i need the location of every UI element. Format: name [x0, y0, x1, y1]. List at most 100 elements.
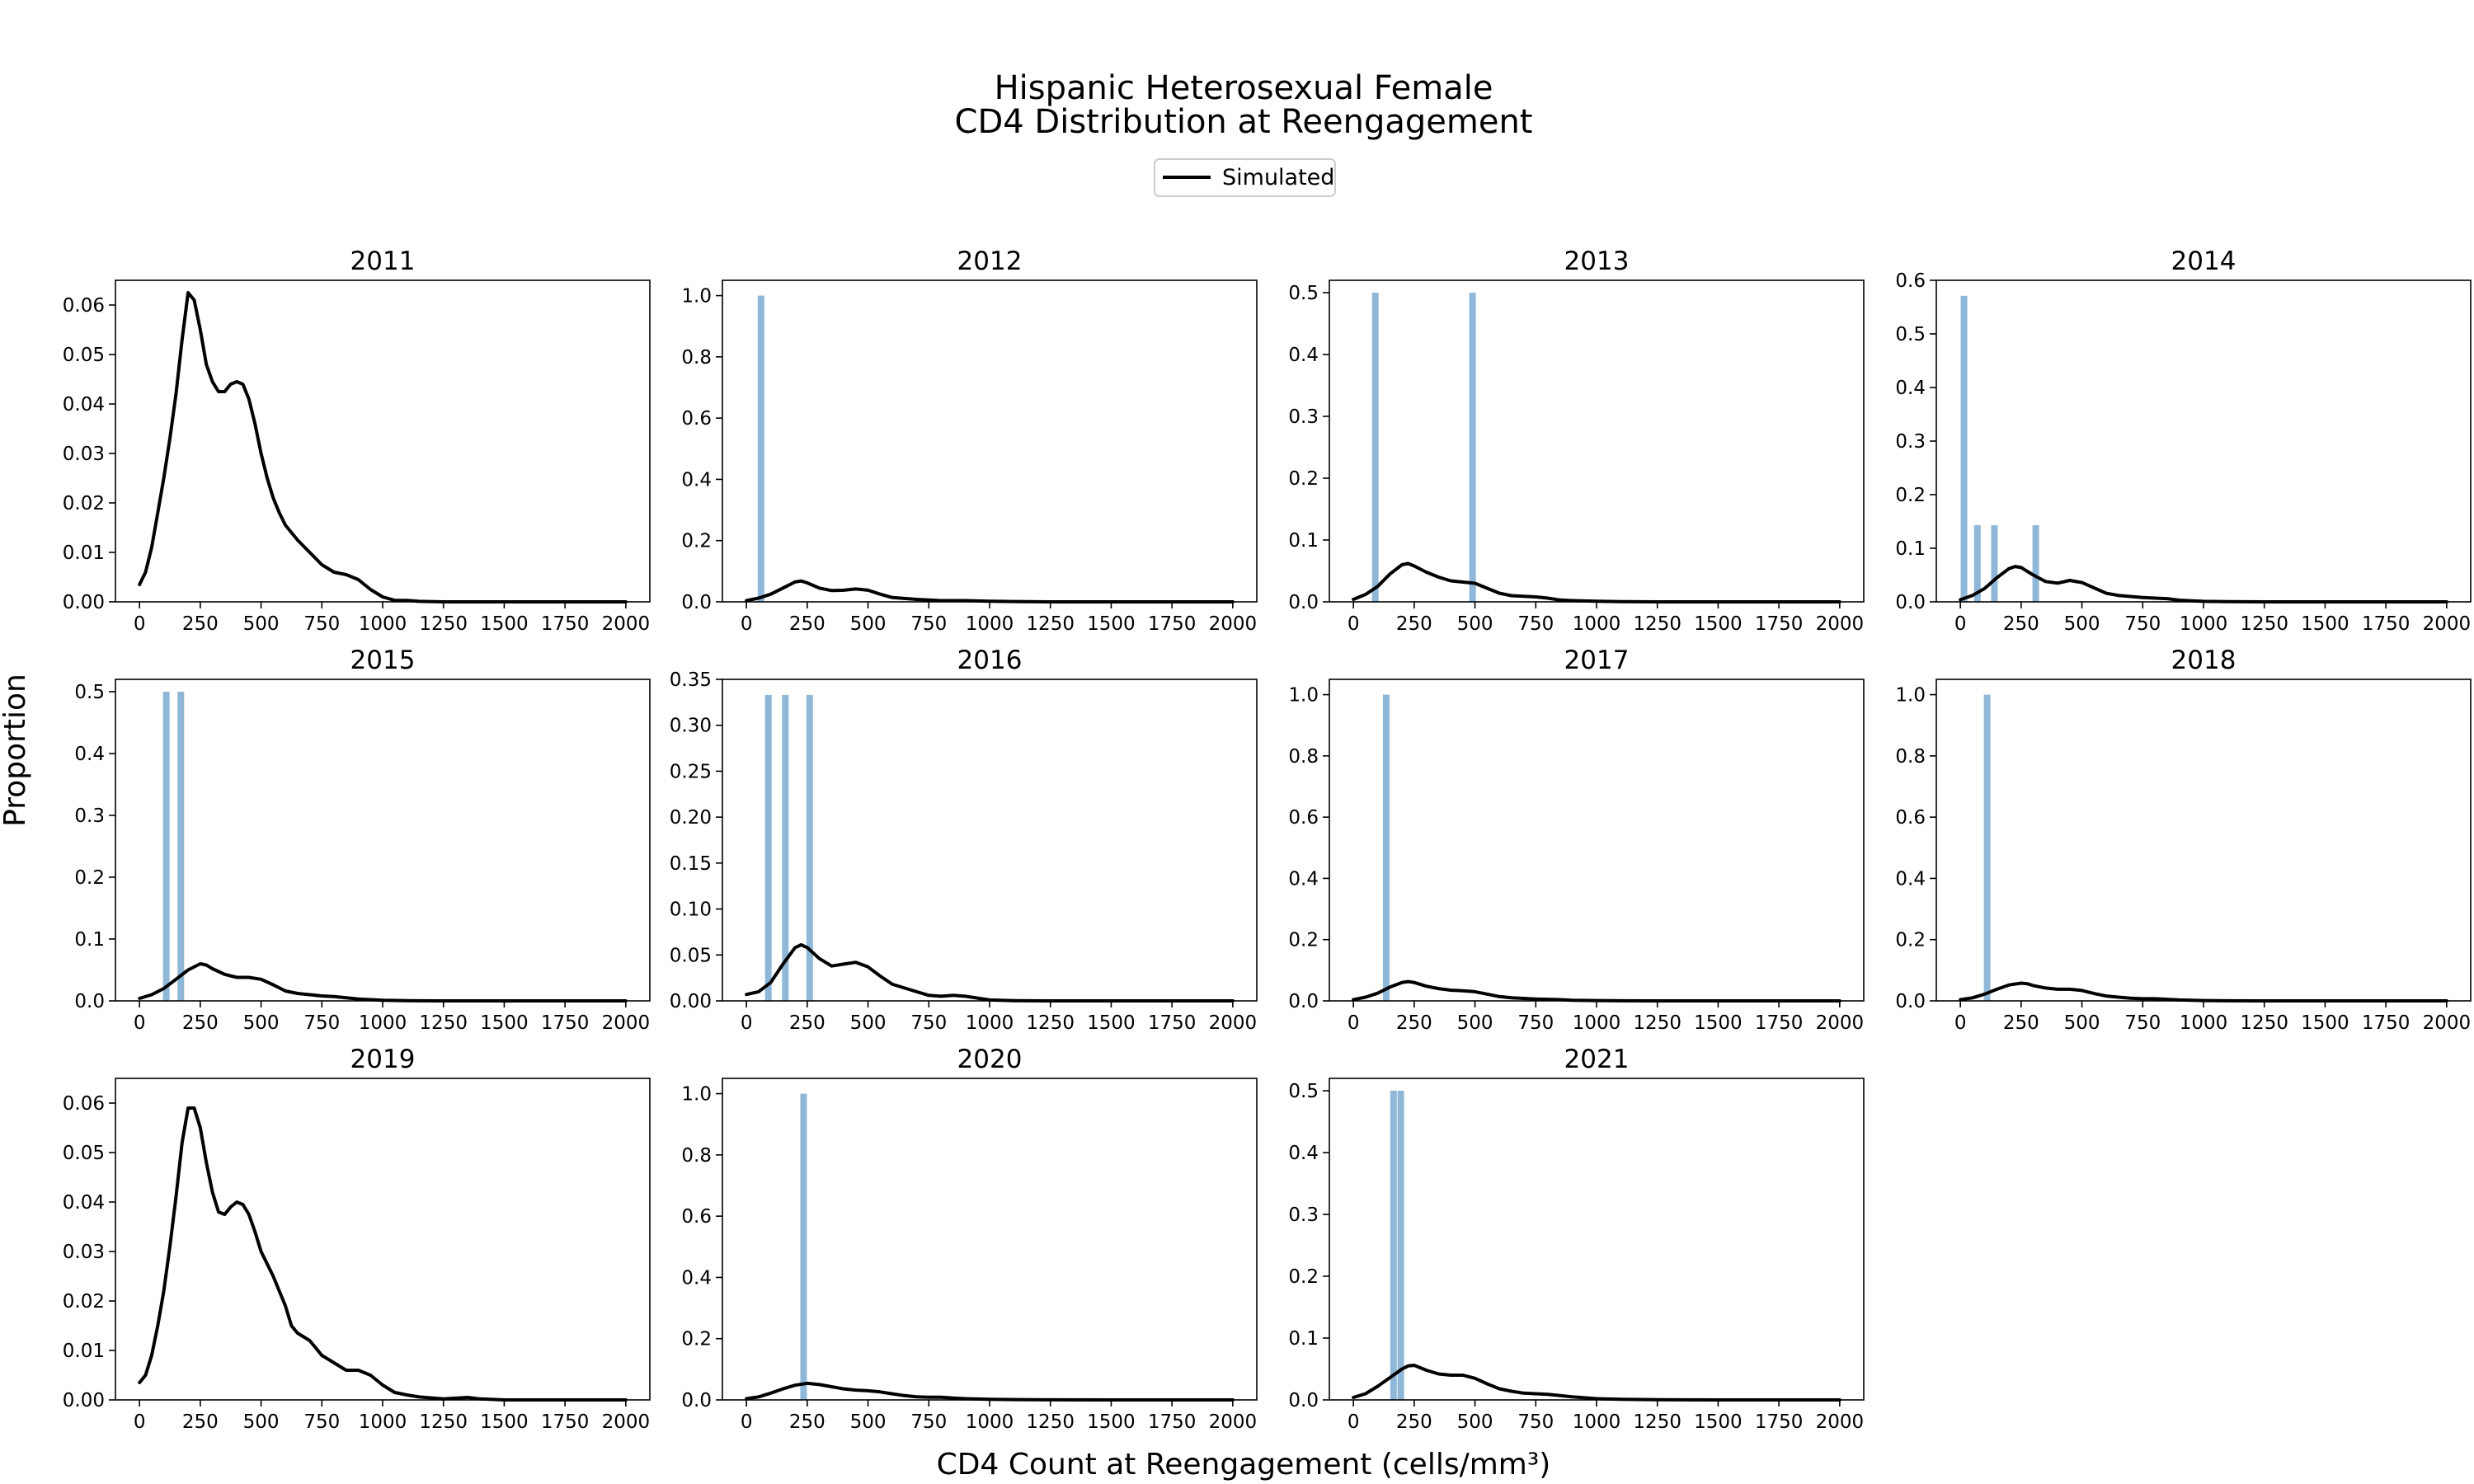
panel-title: 2011	[350, 247, 416, 276]
y-tick-label: 0.2	[1895, 485, 1926, 506]
y-tick-label: 0.06	[63, 1093, 105, 1115]
x-tick-label: 250	[2003, 613, 2039, 635]
y-tick-label: 0.4	[1288, 868, 1319, 890]
panel-title: 2018	[2171, 646, 2236, 675]
x-tick-label: 1750	[1148, 1012, 1197, 1034]
observed-bar	[1371, 293, 1379, 602]
x-tick-label: 0	[741, 1411, 753, 1433]
y-tick-label: 0.01	[63, 1341, 105, 1362]
x-tick-label: 1250	[1026, 613, 1075, 635]
x-tick-label: 0	[1954, 613, 1967, 635]
x-tick-label: 750	[303, 1012, 340, 1034]
x-tick-label: 250	[182, 1012, 219, 1034]
y-tick-label: 0.0	[74, 991, 105, 1012]
observed-bar	[1397, 1091, 1404, 1400]
x-tick-label: 1500	[1087, 1012, 1136, 1034]
y-tick-label: 0.02	[63, 1291, 105, 1313]
x-tick-label: 2000	[1209, 1012, 1258, 1034]
y-tick-label: 0.8	[681, 347, 712, 369]
x-tick-label: 1500	[480, 613, 529, 635]
x-tick-label: 1000	[2180, 613, 2228, 635]
x-tick-label: 2000	[2423, 613, 2472, 635]
y-tick-label: 0.10	[670, 899, 712, 921]
x-tick-label: 2000	[1816, 1411, 1865, 1433]
observed-bar	[757, 295, 764, 602]
x-tick-label: 0	[134, 1012, 146, 1034]
y-tick-label: 0.1	[1288, 530, 1319, 552]
x-tick-label: 1250	[2240, 613, 2288, 635]
simulated-line	[138, 1106, 628, 1402]
x-tick-label: 1750	[1148, 1411, 1197, 1433]
x-tick-label: 250	[1396, 1012, 1432, 1034]
observed-bar	[162, 692, 170, 1001]
y-tick-label: 0.4	[1895, 868, 1926, 890]
y-tick-label: 0.05	[63, 345, 105, 366]
y-tick-label: 0.8	[681, 1145, 712, 1167]
simulated-line	[1352, 1364, 1841, 1402]
x-tick-label: 250	[182, 613, 219, 635]
observed-bar	[1390, 1091, 1397, 1400]
x-tick-label: 1000	[966, 1411, 1014, 1433]
x-tick-label: 1000	[359, 1012, 407, 1034]
panel-title: 2021	[1564, 1045, 1630, 1074]
y-tick-label: 0.6	[1288, 807, 1319, 829]
subplot-2012: 2012 0 250 500 750 1000 1250 1500 1750 2000 0.0 0.2…	[681, 247, 1258, 635]
x-tick-label: 0	[1954, 1012, 1967, 1034]
y-tick-label: 0.0	[1288, 1390, 1319, 1411]
x-tick-label: 250	[2003, 1012, 2039, 1034]
x-tick-label: 500	[243, 1012, 280, 1034]
y-tick-label: 0.2	[1288, 930, 1319, 951]
x-tick-label: 1250	[2240, 1012, 2288, 1034]
subplot-2015: 2015 0 250 500 750 1000 1250 1500 1750 2000 0.0 0.1…	[74, 646, 651, 1034]
y-tick-label: 0.04	[63, 1192, 105, 1214]
y-tick-label: 0.2	[681, 531, 712, 552]
x-tick-label: 2000	[1816, 613, 1865, 635]
panel-title: 2019	[350, 1045, 416, 1074]
y-tick-label: 0.05	[670, 945, 712, 966]
x-tick-label: 500	[243, 1411, 280, 1433]
observed-bar	[806, 694, 813, 1001]
x-tick-label: 1250	[419, 1411, 468, 1433]
panel-title: 2012	[957, 247, 1023, 276]
y-tick-label: 0.6	[1895, 270, 1926, 292]
y-tick-label: 0.02	[63, 493, 105, 514]
x-tick-label: 2000	[602, 1411, 651, 1433]
y-tick-label: 0.2	[1288, 468, 1319, 490]
x-tick-label: 2000	[602, 1012, 651, 1034]
y-tick-label: 0.0	[681, 1390, 712, 1411]
y-tick-label: 0.35	[670, 669, 712, 691]
x-tick-label: 1500	[1694, 1012, 1743, 1034]
observed-bar	[764, 694, 772, 1001]
y-tick-label: 0.01	[63, 542, 105, 564]
subplot-2013: 2013 0 250 500 750 1000 1250 1500 1750 2000 0.0 0.1…	[1288, 247, 1865, 635]
x-tick-label: 750	[2124, 1012, 2161, 1034]
figure-title-line1: Hispanic Heterosexual Female	[995, 69, 1493, 107]
y-tick-label: 0.04	[63, 394, 105, 416]
y-axis-label: Proportion	[0, 674, 32, 827]
x-tick-label: 1500	[2301, 613, 2349, 635]
observed-bar	[782, 694, 789, 1001]
subplot-2011: 2011 0 250 500 750 1000 1250 1500 1750 2000 0.00 0.…	[63, 247, 651, 635]
y-tick-label: 0.0	[1288, 991, 1319, 1012]
observed-bar	[1991, 525, 1998, 602]
y-tick-label: 0.0	[681, 592, 712, 613]
y-tick-label: 0.6	[1895, 807, 1926, 829]
y-tick-label: 0.03	[63, 444, 105, 465]
subplot-2021: 2021 0 250 500 750 1000 1250 1500 1750 2000 0.0 0.1…	[1288, 1045, 1865, 1433]
x-tick-label: 250	[789, 1012, 825, 1034]
x-tick-label: 1000	[359, 1411, 407, 1433]
x-tick-label: 500	[850, 1012, 887, 1034]
x-tick-label: 1000	[966, 613, 1014, 635]
x-tick-label: 1250	[1026, 1012, 1075, 1034]
y-tick-label: 0.0	[1895, 991, 1926, 1012]
subplot-2018: 2018 0 250 500 750 1000 1250 1500 1750 2000 0.0 0.2…	[1895, 646, 2472, 1034]
x-tick-label: 2000	[2423, 1012, 2472, 1034]
x-tick-label: 1500	[1087, 613, 1136, 635]
x-tick-label: 500	[850, 613, 887, 635]
y-tick-label: 0.5	[74, 682, 105, 703]
y-tick-label: 0.4	[681, 469, 712, 491]
legend: Simulated	[1154, 158, 1336, 197]
x-tick-label: 1500	[1694, 613, 1743, 635]
y-tick-label: 0.00	[670, 991, 712, 1012]
